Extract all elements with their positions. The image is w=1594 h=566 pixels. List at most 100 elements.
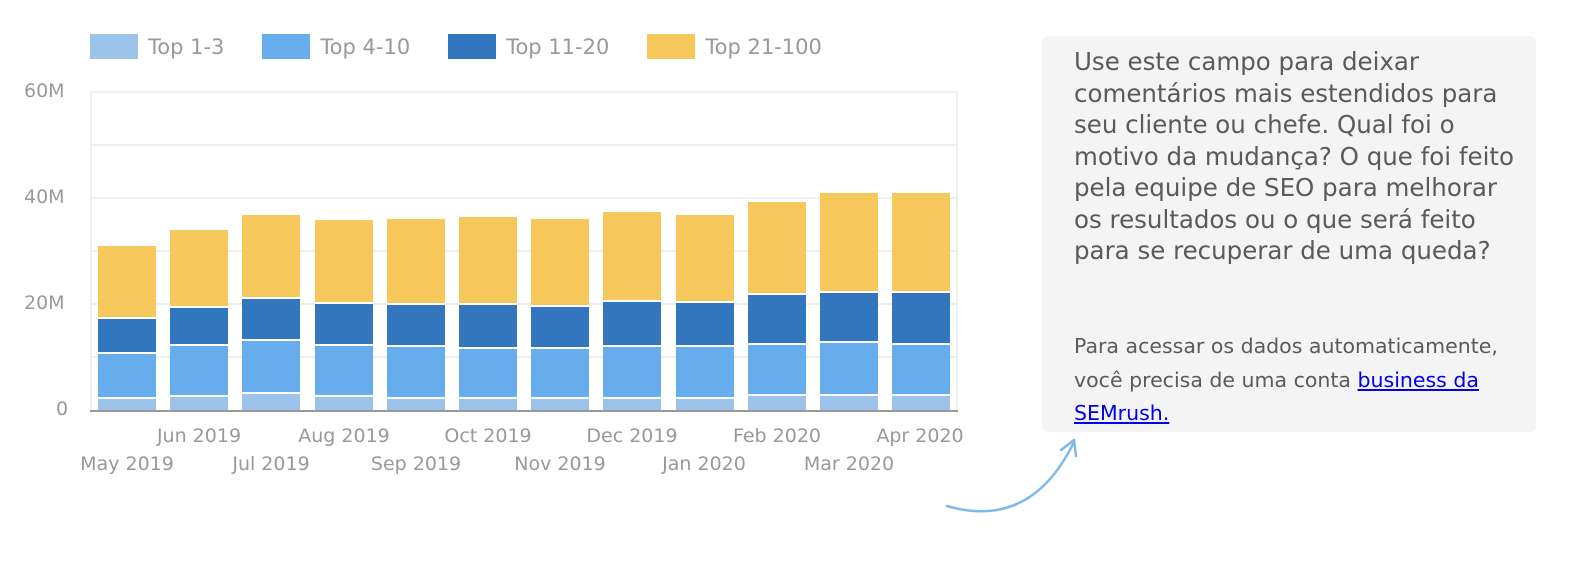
bar-segment-top-4-10[interactable] (531, 347, 590, 398)
legend-label: Top 1-3 (148, 34, 225, 59)
legend-item-top-4-10[interactable]: Top 4-10 (262, 34, 410, 59)
bar-may-2019[interactable] (98, 244, 156, 411)
gridline (90, 144, 958, 146)
bar-feb-2020[interactable] (747, 200, 806, 411)
business-account-link[interactable]: business da SEMrush. (1074, 367, 1479, 426)
bar-segment-top-11-20[interactable] (531, 305, 590, 348)
y-tick-label: 20M (24, 292, 65, 314)
bar-segment-top-21-100[interactable] (892, 191, 951, 292)
bar-segment-top-11-20[interactable] (170, 306, 229, 344)
bar-dec-2019[interactable] (603, 209, 662, 411)
bar-segment-top-21-100[interactable] (531, 217, 590, 306)
bar-segment-top-1-3[interactable] (242, 392, 301, 411)
bar-segment-top-1-3[interactable] (314, 394, 373, 411)
bar-mar-2020[interactable] (820, 191, 878, 411)
bar-segment-top-11-20[interactable] (675, 300, 734, 346)
bar-oct-2019[interactable] (459, 215, 517, 411)
x-tick-label: Aug 2019 (298, 425, 390, 447)
x-tick-label: Oct 2019 (444, 425, 532, 447)
bar-segment-top-21-100[interactable] (170, 228, 229, 307)
plot-border-right (956, 92, 958, 412)
x-tick-label: Jul 2019 (232, 453, 310, 475)
y-tick-label: 0 (56, 398, 69, 420)
legend-swatch-top-4-10 (262, 34, 311, 59)
bar-segment-top-1-3[interactable] (603, 397, 662, 411)
comment-text: Use este campo para deixar comentários m… (1074, 47, 1514, 265)
account-notice-text: Para acessar os dados automaticamente, v… (1074, 334, 1498, 392)
bar-segment-top-1-3[interactable] (747, 394, 806, 411)
gridline (90, 303, 958, 305)
legend-swatch-top-11-20 (448, 34, 497, 59)
bar-segment-top-11-20[interactable] (820, 290, 878, 341)
bar-segment-top-21-100[interactable] (747, 200, 806, 294)
bar-segment-top-4-10[interactable] (747, 343, 806, 395)
bar-segment-top-1-3[interactable] (820, 394, 878, 411)
x-tick-label: Jun 2019 (156, 425, 242, 447)
bar-segment-top-21-100[interactable] (820, 191, 878, 291)
x-tick-label: May 2019 (80, 453, 174, 475)
bar-aug-2019[interactable] (314, 217, 373, 411)
x-tick-label: Jan 2020 (662, 453, 746, 475)
legend-item-top-1-3[interactable]: Top 1-3 (90, 34, 224, 59)
bar-segment-top-4-10[interactable] (820, 340, 878, 395)
x-axis-line (90, 410, 958, 412)
gridline (90, 197, 958, 199)
bar-jun-2019[interactable] (170, 228, 229, 411)
x-tick-label: Sep 2019 (370, 453, 462, 475)
chart-legend: Top 1-3 Top 4-10 Top 11-20 Top 21-100 (90, 34, 860, 59)
bar-segment-top-4-10[interactable] (603, 344, 662, 398)
bar-segment-top-4-10[interactable] (314, 343, 373, 395)
bar-segment-top-11-20[interactable] (242, 297, 301, 339)
bar-segment-top-11-20[interactable] (892, 291, 951, 344)
bar-segment-top-1-3[interactable] (675, 397, 734, 411)
bar-segment-top-21-100[interactable] (603, 209, 662, 301)
comment-panel[interactable]: Use este campo para deixar comentários m… (1042, 36, 1536, 432)
bar-segment-top-11-20[interactable] (314, 301, 373, 344)
x-tick-label: Feb 2020 (732, 425, 822, 447)
curved-arrow-icon (945, 438, 1078, 513)
bar-segment-top-21-100[interactable] (675, 212, 734, 301)
gridline (90, 250, 958, 252)
bar-segment-top-4-10[interactable] (386, 344, 445, 398)
bar-segment-top-4-10[interactable] (892, 343, 951, 395)
bar-segment-top-11-20[interactable] (386, 302, 445, 345)
y-tick-label: 60M (24, 80, 65, 102)
bar-segment-top-21-100[interactable] (386, 217, 445, 303)
x-tick-label: Mar 2020 (803, 453, 895, 475)
stacked-bar-chart: 60M 40M 20M 0 Jun 2019 Aug 2019 Oct 2019… (24, 80, 964, 475)
x-tick-label: Nov 2019 (514, 453, 606, 475)
legend-swatch-top-21-100 (647, 34, 696, 59)
legend-label: Top 4-10 (320, 34, 411, 59)
bar-segment-top-11-20[interactable] (747, 293, 806, 344)
x-tick-label: Apr 2020 (876, 425, 964, 447)
bar-segment-top-1-3[interactable] (170, 394, 229, 411)
bar-segment-top-4-10[interactable] (459, 347, 517, 398)
legend-label: Top 21-100 (705, 34, 822, 59)
bar-segment-top-1-3[interactable] (531, 397, 590, 411)
bar-segment-top-11-20[interactable] (603, 300, 662, 345)
bar-segment-top-4-10[interactable] (170, 343, 229, 395)
legend-item-top-11-20[interactable]: Top 11-20 (448, 34, 609, 59)
bar-segment-top-11-20[interactable] (459, 303, 517, 348)
bar-segment-top-1-3[interactable] (892, 394, 951, 411)
bar-apr-2020[interactable] (892, 191, 951, 411)
bar-segment-top-11-20[interactable] (98, 316, 156, 352)
bar-segment-top-4-10[interactable] (242, 338, 301, 393)
account-notice: Para acessar os dados automaticamente, v… (1074, 330, 1534, 431)
legend-item-top-21-100[interactable]: Top 21-100 (647, 34, 822, 59)
bar-jul-2019[interactable] (242, 212, 301, 411)
bar-segment-top-1-3[interactable] (459, 397, 517, 411)
bar-segment-top-4-10[interactable] (98, 351, 156, 398)
bar-segment-top-21-100[interactable] (314, 217, 373, 302)
bar-segment-top-1-3[interactable] (386, 397, 445, 411)
bar-segment-top-4-10[interactable] (675, 345, 734, 398)
bar-segment-top-21-100[interactable] (242, 212, 301, 298)
bar-segment-top-21-100[interactable] (459, 215, 517, 304)
bar-segment-top-1-3[interactable] (98, 397, 156, 411)
bar-sep-2019[interactable] (386, 217, 445, 411)
gridline (90, 356, 958, 358)
bar-jan-2020[interactable] (675, 212, 734, 411)
bar-segment-top-21-100[interactable] (98, 244, 156, 317)
bar-nov-2019[interactable] (531, 217, 590, 411)
x-tick-label: Dec 2019 (586, 425, 678, 447)
